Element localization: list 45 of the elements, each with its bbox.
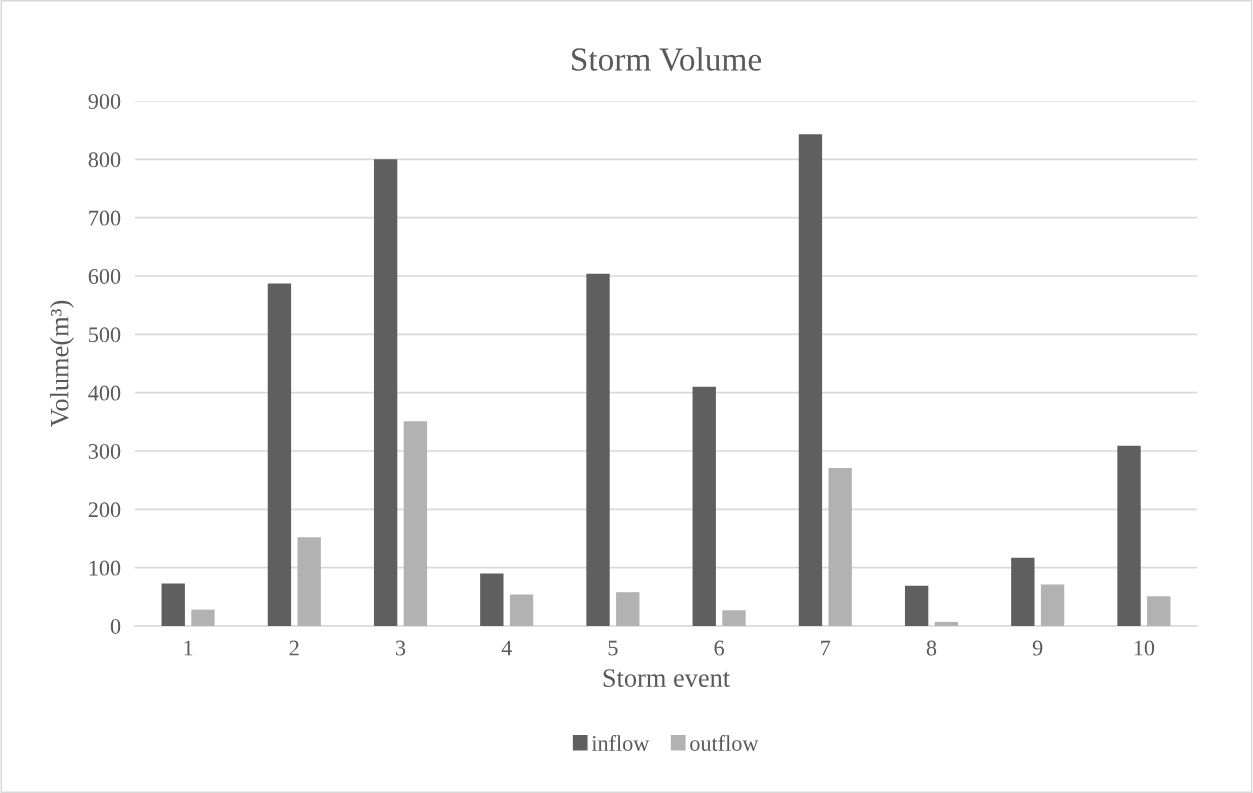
x-tick-label: 3 [396, 640, 406, 656]
legend-label: inflow [591, 735, 650, 751]
y-tick-label: 600 [88, 268, 121, 284]
bar [692, 386, 716, 626]
bar [1011, 557, 1035, 626]
x-tick-label: 5 [608, 640, 618, 656]
legend-label: outflow [690, 735, 759, 751]
chart-title: Storm Volume [572, 47, 762, 71]
bar [1040, 584, 1065, 626]
bar [403, 421, 428, 626]
x-tick-label: 8 [926, 640, 937, 656]
y-axis-title: Volume(m³) [49, 300, 74, 428]
x-tick-label: 9 [1032, 640, 1043, 656]
bar [1117, 445, 1141, 626]
x-tick-label: 1 [184, 640, 193, 656]
x-tick-label: 6 [714, 640, 724, 656]
bar [267, 283, 292, 626]
bar [373, 159, 398, 626]
bar [934, 621, 959, 626]
bar [904, 585, 929, 626]
bar [722, 610, 746, 626]
x-tick-label: 7 [821, 640, 831, 656]
bar [1147, 596, 1171, 626]
y-tick-label: 200 [88, 502, 121, 518]
bar [828, 467, 852, 626]
y-tick-label: 700 [89, 210, 121, 226]
y-tick-label: 800 [88, 152, 121, 168]
bar [191, 609, 215, 626]
y-tick-label: 300 [88, 443, 121, 459]
x-tick-label: 2 [289, 640, 299, 656]
bar [616, 592, 640, 626]
x-axis-title: Storm event [603, 669, 730, 687]
y-tick-label: 0 [110, 618, 121, 634]
bar [161, 583, 185, 626]
y-tick-label: 400 [88, 385, 121, 401]
x-tick-label: 10 [1134, 640, 1155, 656]
x-tick-label: 4 [501, 640, 512, 656]
y-tick-label: 500 [89, 327, 121, 343]
y-tick-label: 900 [88, 93, 121, 109]
y-tick-label: 100 [89, 560, 121, 576]
bar [480, 573, 504, 626]
bar [798, 134, 823, 626]
bar [509, 594, 534, 626]
bar [297, 537, 321, 626]
bar [586, 273, 610, 626]
